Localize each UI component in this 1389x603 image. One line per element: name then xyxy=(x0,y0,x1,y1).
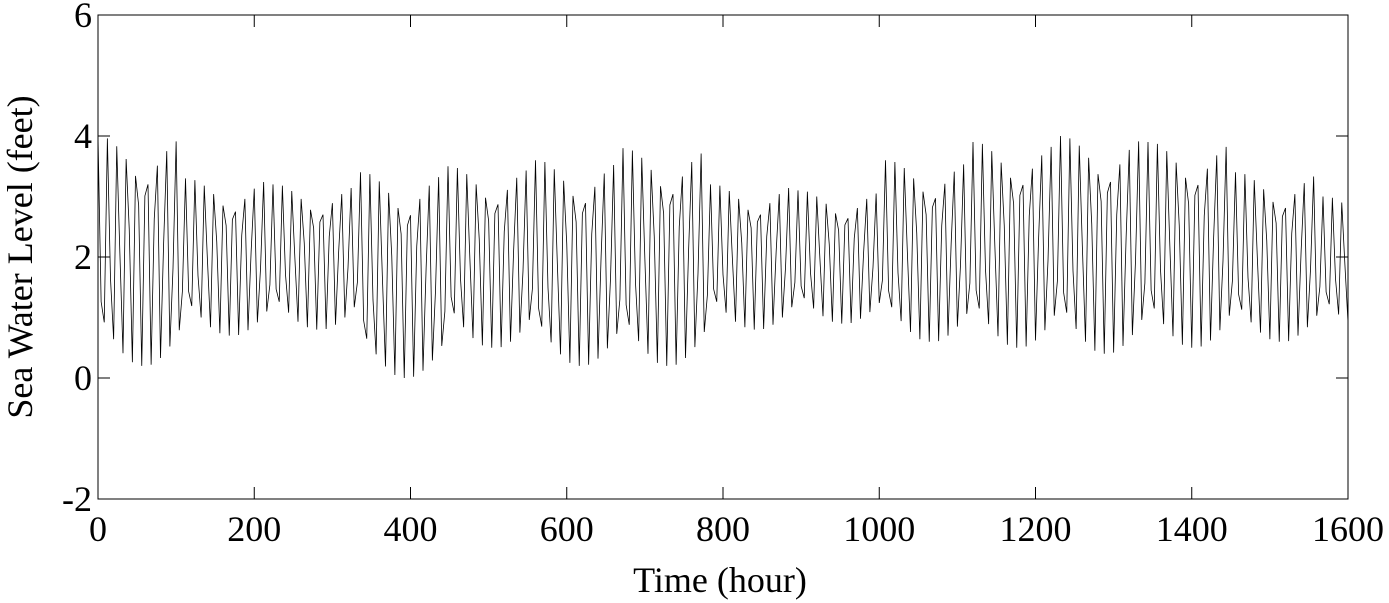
x-tick-label: 1000 xyxy=(843,509,915,549)
data-line xyxy=(97,135,1349,379)
x-tick-label: 600 xyxy=(540,509,594,549)
y-tick-label: 0 xyxy=(74,358,92,398)
y-tick-label: 4 xyxy=(74,116,92,156)
x-tick-label: 1200 xyxy=(1000,509,1072,549)
y-tick-label: 6 xyxy=(74,0,92,35)
y-tick-label: -2 xyxy=(62,479,92,519)
x-tick-label: 1600 xyxy=(1312,509,1384,549)
x-tick-label: 400 xyxy=(384,509,438,549)
x-tick-label: 1400 xyxy=(1156,509,1228,549)
x-tick-label: 0 xyxy=(89,509,107,549)
x-tick-label: 200 xyxy=(227,509,281,549)
plot-frame xyxy=(97,14,1349,500)
x-tick-label: 800 xyxy=(696,509,750,549)
x-axis-label: Time (hour) xyxy=(633,560,807,600)
y-axis-label: Sea Water Level (feet) xyxy=(0,95,40,418)
y-tick-label: 2 xyxy=(74,237,92,277)
